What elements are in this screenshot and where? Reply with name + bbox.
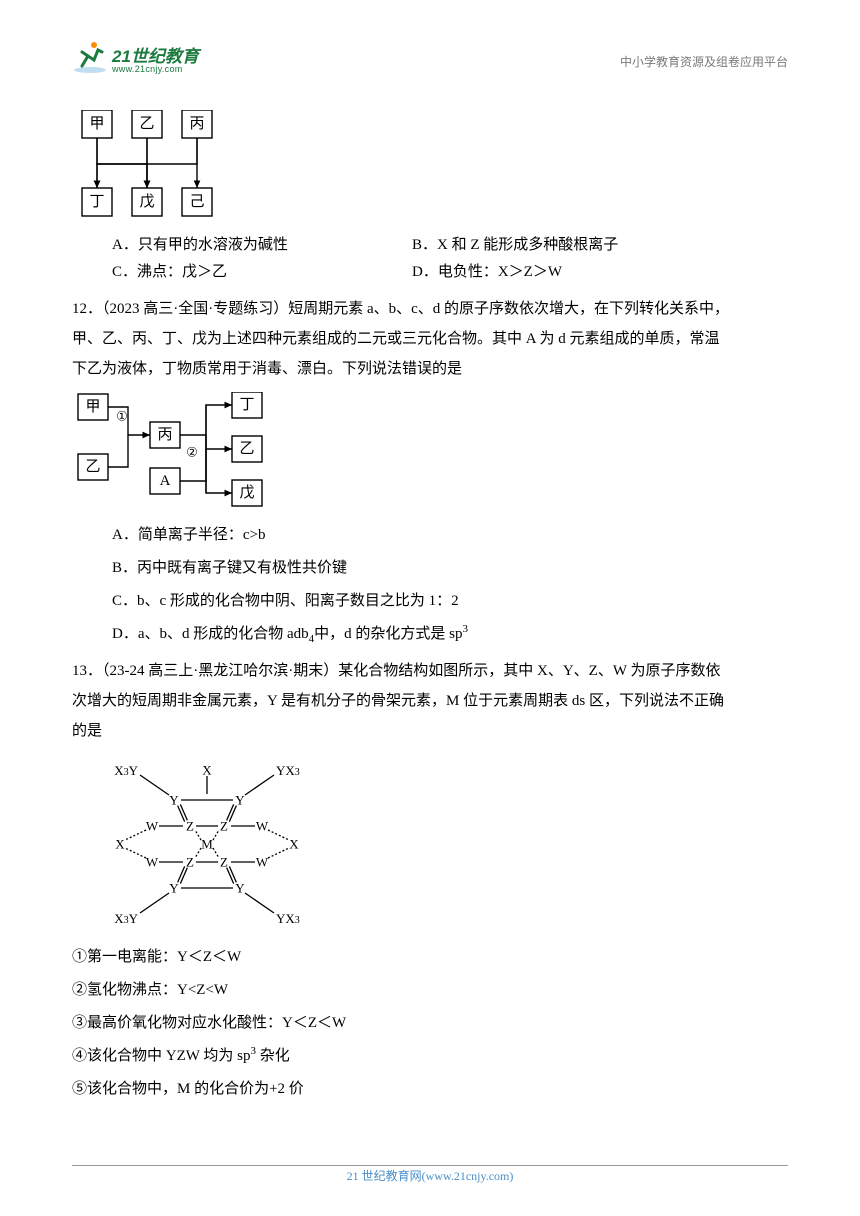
svg-text:W: W bbox=[146, 819, 159, 834]
q12-stem-line1: 12．（2023 高三·全国·专题练习）短周期元素 a、b、c、d 的原子序数依… bbox=[72, 294, 788, 324]
svg-text:W: W bbox=[256, 855, 269, 870]
q13-i4-post: 杂化 bbox=[256, 1048, 290, 1064]
q13-item-1: ①第一电离能：Y＜Z＜W bbox=[72, 944, 788, 971]
page-footer: 21 世纪教育网(www.21cnjy.com) bbox=[0, 1166, 860, 1188]
q13-stem-line3: 的是 bbox=[72, 716, 788, 746]
q13-items: ①第一电离能：Y＜Z＜W ②氢化物沸点：Y<Z<W ③最高价氧化物对应水化酸性：… bbox=[72, 944, 788, 1103]
q11-diagram: 甲 乙 丙丁 戊 己 bbox=[72, 110, 788, 222]
svg-text:Y: Y bbox=[235, 881, 245, 896]
svg-text:丙: 丙 bbox=[157, 427, 172, 443]
q13-diagram: MZZZZYYYYWWWWXXX3YYX3X3YYX3X bbox=[92, 754, 788, 934]
svg-text:X3Y: X3Y bbox=[114, 763, 138, 779]
svg-text:戊: 戊 bbox=[139, 193, 154, 210]
q13-i4-pre: ④该化合物中 YZW 均为 sp bbox=[72, 1048, 250, 1064]
q12-stem-line2: 甲、乙、丙、丁、戊为上述四种元素组成的二元或三元化合物。其中 A 为 d 元素组… bbox=[72, 324, 788, 354]
q13-stem: 13．（23-24 高三上·黑龙江哈尔滨·期末）某化合物结构如图所示，其中 X、… bbox=[72, 656, 788, 746]
q12-stem: 12．（2023 高三·全国·专题练习）短周期元素 a、b、c、d 的原子序数依… bbox=[72, 294, 788, 384]
svg-text:甲: 甲 bbox=[89, 116, 104, 132]
svg-text:W: W bbox=[146, 855, 159, 870]
logo: 21世纪教育 www.21cnjy.com bbox=[72, 38, 199, 74]
q12-d-sup: 3 bbox=[463, 623, 469, 635]
svg-text:Z: Z bbox=[186, 855, 194, 870]
svg-text:Z: Z bbox=[220, 855, 228, 870]
logo-runner-icon bbox=[72, 38, 108, 74]
logo-title: 21世纪教育 bbox=[112, 48, 199, 65]
svg-text:W: W bbox=[256, 819, 269, 834]
svg-text:②: ② bbox=[186, 445, 198, 460]
q11-option-b: B．X 和 Z 能形成多种酸根离子 bbox=[412, 232, 618, 259]
q12-d-pre: D．a、b、d 形成的化合物 adb bbox=[112, 626, 309, 642]
q13-item-4: ④该化合物中 YZW 均为 sp3 杂化 bbox=[72, 1043, 788, 1070]
q12-option-c: C．b、c 形成的化合物中阴、阳离子数目之比为 1：2 bbox=[112, 588, 788, 615]
svg-text:己: 己 bbox=[189, 194, 204, 210]
logo-url: www.21cnjy.com bbox=[112, 65, 199, 74]
page-content: 甲乙丙丁戊己 A．只有甲的水溶液为碱性 B．X 和 Z 能形成多种酸根离子 C．… bbox=[72, 110, 788, 1103]
svg-text:Z: Z bbox=[220, 819, 228, 834]
q13-stem-line2: 次增大的短周期非金属元素，Y 是有机分子的骨架元素，M 位于元素周期表 ds 区… bbox=[72, 686, 788, 716]
svg-text:丁: 丁 bbox=[239, 397, 254, 413]
q11-options: A．只有甲的水溶液为碱性 B．X 和 Z 能形成多种酸根离子 C．沸点：戊＞乙 … bbox=[112, 232, 788, 286]
q13-item-2: ②氢化物沸点：Y<Z<W bbox=[72, 977, 788, 1004]
svg-text:丁: 丁 bbox=[89, 194, 104, 210]
svg-text:Y: Y bbox=[235, 793, 245, 808]
q12-option-b: B．丙中既有离子键又有极性共价键 bbox=[112, 555, 788, 582]
svg-text:X: X bbox=[115, 837, 125, 852]
svg-text:A: A bbox=[160, 473, 171, 489]
q11-option-d: D．电负性：X＞Z＞W bbox=[412, 259, 562, 286]
q13-item-3: ③最高价氧化物对应水化酸性：Y＜Z＜W bbox=[72, 1010, 788, 1037]
svg-text:X3Y: X3Y bbox=[114, 911, 138, 927]
page-header: 21世纪教育 www.21cnjy.com 中小学教育资源及组卷应用平台 bbox=[72, 38, 788, 74]
svg-text:甲: 甲 bbox=[85, 399, 100, 415]
q13-item-5: ⑤该化合物中，M 的化合价为+2 价 bbox=[72, 1076, 788, 1103]
q13-stem-line1: 13．（23-24 高三上·黑龙江哈尔滨·期末）某化合物结构如图所示，其中 X、… bbox=[72, 656, 788, 686]
q11-option-c: C．沸点：戊＞乙 bbox=[112, 259, 412, 286]
svg-text:①: ① bbox=[116, 409, 128, 424]
q12-options: A．简单离子半径：c>b B．丙中既有离子键又有极性共价键 C．b、c 形成的化… bbox=[112, 522, 788, 648]
svg-text:X: X bbox=[289, 837, 299, 852]
svg-text:M: M bbox=[201, 837, 213, 852]
q12-option-d: D．a、b、d 形成的化合物 adb4中，d 的杂化方式是 sp3 bbox=[112, 621, 788, 648]
header-right-text: 中小学教育资源及组卷应用平台 bbox=[620, 52, 788, 74]
svg-text:戊: 戊 bbox=[239, 484, 254, 501]
logo-text: 21世纪教育 www.21cnjy.com bbox=[112, 48, 199, 74]
svg-text:X: X bbox=[202, 763, 212, 778]
svg-text:乙: 乙 bbox=[139, 116, 154, 132]
q12-diagram: 甲乙 丙 A 丁乙戊 ① ② bbox=[72, 392, 788, 512]
svg-text:Y: Y bbox=[169, 881, 179, 896]
svg-text:乙: 乙 bbox=[85, 459, 100, 475]
svg-text:Y: Y bbox=[169, 793, 179, 808]
svg-text:丙: 丙 bbox=[189, 116, 204, 132]
svg-text:YX3: YX3 bbox=[276, 911, 300, 927]
q11-option-a: A．只有甲的水溶液为碱性 bbox=[112, 232, 412, 259]
q12-d-mid: 中，d 的杂化方式是 sp bbox=[314, 626, 462, 642]
q12-stem-line3: 下乙为液体，丁物质常用于消毒、漂白。下列说法错误的是 bbox=[72, 354, 788, 384]
svg-text:Z: Z bbox=[186, 819, 194, 834]
q12-option-a: A．简单离子半径：c>b bbox=[112, 522, 788, 549]
svg-text:乙: 乙 bbox=[239, 441, 254, 457]
svg-text:YX3: YX3 bbox=[276, 763, 300, 779]
